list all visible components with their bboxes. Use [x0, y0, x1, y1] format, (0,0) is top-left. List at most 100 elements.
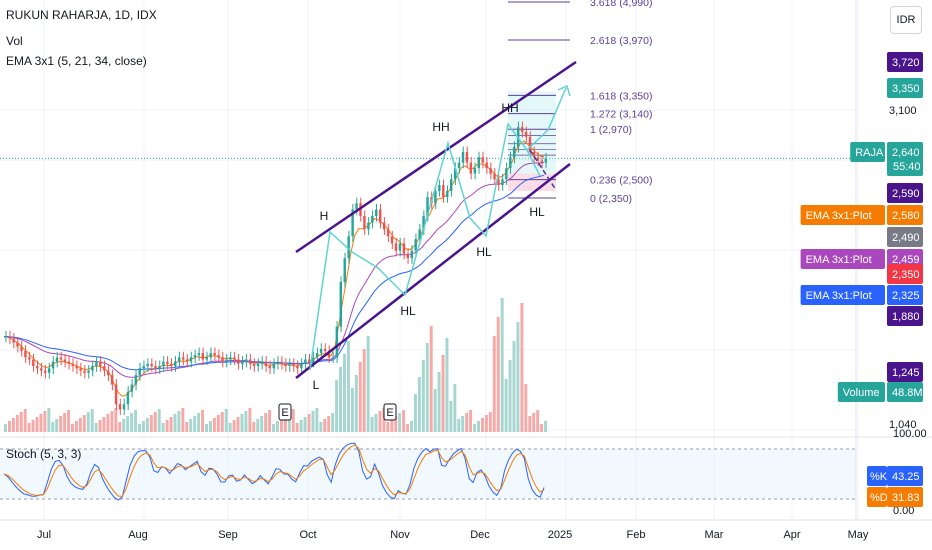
candle-body — [114, 384, 118, 405]
volume-bar — [31, 420, 35, 432]
candle-body — [382, 222, 386, 230]
candle — [91, 360, 94, 377]
candle-body — [390, 236, 394, 244]
volume-bar — [433, 389, 437, 432]
stoch-badge: %D 31.83 — [867, 487, 923, 507]
volume-bar — [39, 414, 43, 432]
candle-body — [217, 355, 220, 358]
candle-body — [524, 131, 528, 137]
candle — [138, 362, 141, 381]
candle — [363, 210, 366, 236]
candle — [540, 154, 544, 169]
candle-body — [446, 191, 449, 198]
volume-bar — [173, 414, 177, 432]
candle-body — [355, 203, 358, 210]
candle-body — [347, 236, 350, 259]
volume-bar — [524, 384, 528, 432]
time-axis-label: Mar — [705, 529, 724, 541]
candle-body — [489, 168, 492, 174]
candle-body — [308, 359, 311, 362]
candle — [83, 365, 86, 379]
candle — [241, 356, 244, 370]
stoch-legend[interactable]: Stoch (5, 3, 3) — [6, 447, 82, 461]
price-badge: Volume 48.8M — [837, 382, 923, 402]
candle-body — [315, 353, 319, 358]
candle-body — [130, 384, 134, 392]
volume-bar — [35, 417, 39, 432]
candle — [39, 362, 43, 377]
candle-body — [260, 361, 264, 364]
volume-bar — [279, 418, 283, 432]
candle-body — [520, 127, 524, 132]
volume-legend[interactable]: Vol — [6, 34, 23, 48]
candle-body — [67, 361, 71, 364]
currency-button[interactable]: IDR — [890, 6, 922, 34]
volume-bar — [4, 424, 7, 432]
volume-bar — [212, 418, 216, 432]
volume-bar — [520, 303, 524, 432]
candle-body — [497, 179, 500, 186]
volume-bar — [181, 408, 185, 432]
ema-legend[interactable]: EMA 3x1 (5, 21, 34, close) — [6, 54, 147, 68]
candle — [193, 349, 197, 363]
candle-body — [16, 342, 19, 347]
candle — [485, 157, 488, 174]
wave-label: HH — [432, 120, 449, 134]
price-badge: 2,590 — [887, 183, 923, 203]
candle — [118, 398, 122, 416]
candle-body — [8, 336, 11, 339]
price-badge: RAJA 2,640 55:40 — [850, 142, 923, 176]
candle-body — [51, 361, 55, 369]
candle-body — [95, 361, 98, 367]
candle-body — [465, 152, 469, 163]
volume-bar — [327, 416, 331, 432]
wave-label: HH — [501, 101, 518, 115]
volume-bar — [465, 413, 469, 432]
fib-level-label: 1.272 (3,140) — [590, 109, 652, 121]
candle — [20, 341, 23, 357]
stoch-band — [0, 449, 856, 499]
fib-level-label: 1.618 (3,350) — [590, 90, 652, 102]
candle — [177, 351, 181, 368]
candle-body — [185, 359, 189, 362]
volume-bar — [63, 413, 67, 432]
candle-body — [63, 359, 67, 362]
volume-bar — [252, 422, 256, 432]
candle — [536, 151, 540, 167]
candle-body — [174, 361, 177, 367]
candle — [414, 233, 417, 257]
volume-bar — [240, 414, 244, 432]
candle — [221, 351, 224, 368]
price-badge: EMA 3x1:Plot 2,459 — [800, 249, 923, 269]
volume-bar — [421, 360, 425, 432]
badge-countdown: 55:40 — [893, 161, 921, 173]
candle-body — [193, 355, 197, 358]
stoch-d-line — [3, 444, 545, 497]
volume-bar — [208, 421, 212, 432]
channel-upper-line — [295, 60, 577, 254]
candle-body — [36, 366, 39, 369]
candle — [28, 351, 31, 366]
candle — [335, 321, 339, 363]
candle — [513, 141, 516, 163]
volume-bar — [205, 424, 208, 432]
candle — [355, 197, 358, 216]
candle-body — [422, 216, 425, 230]
candle-body — [47, 368, 51, 373]
candle — [394, 237, 398, 257]
volume-bar — [177, 411, 181, 432]
volume-bar — [311, 411, 315, 432]
candle — [209, 347, 212, 363]
time-axis-label: Nov — [390, 529, 410, 541]
volume-bar — [106, 414, 110, 432]
volume-bar — [469, 410, 473, 432]
volume-bar — [220, 412, 224, 432]
candle-body — [532, 152, 536, 158]
candle-body — [244, 359, 248, 362]
ema-5-line — [3, 140, 545, 397]
candle — [185, 353, 189, 368]
earnings-event-marker: E — [278, 403, 292, 421]
candle — [457, 157, 461, 174]
